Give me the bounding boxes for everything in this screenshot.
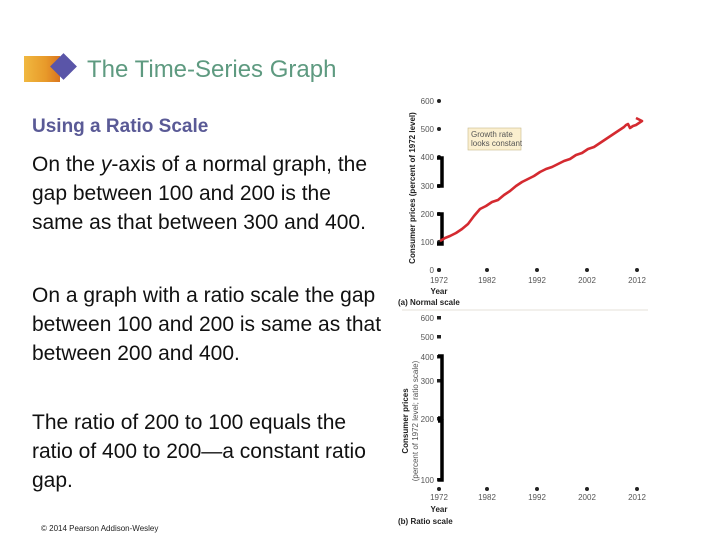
x-tick: 1972 <box>430 276 448 285</box>
y-tick: 100 <box>421 238 435 247</box>
x-tick: 1992 <box>528 493 546 502</box>
x-axis-ticks: 1972 1982 1992 2002 2012 <box>430 487 646 502</box>
ratio-scale-chart: Consumer prices (percent of 1972 level; … <box>398 314 646 526</box>
y-tick: 600 <box>421 97 435 106</box>
annotation-box <box>467 127 522 151</box>
paragraph-text: -axis of a normal graph, the gap between… <box>32 153 368 234</box>
consumer-prices-line <box>439 116 644 243</box>
panel-label-ratio: (b) Ratio scale <box>398 517 453 526</box>
y-tick: 100 <box>421 476 435 485</box>
y-axis-label: Consumer prices (percent of 1972 level) <box>408 112 417 264</box>
y-axis-ticks: 600 500 400 300 200 100 <box>421 314 441 485</box>
y-tick: 400 <box>421 153 435 162</box>
x-tick: 1982 <box>478 493 496 502</box>
y-tick: 300 <box>421 182 435 191</box>
x-axis-ticks: 1972 1982 1992 2002 2012 <box>430 268 646 285</box>
panel-label-normal: (a) Normal scale <box>398 298 460 307</box>
y-axis-label-sub: (percent of 1972 level; ratio scale) <box>411 360 420 481</box>
y-axis-label: Consumer prices <box>401 388 410 454</box>
bracket-300-400 <box>437 156 444 188</box>
x-axis-label: Year <box>431 505 448 514</box>
paragraph-ratio-scale: On a graph with a ratio scale the gap be… <box>32 284 382 365</box>
paragraph-normal-scale: On the y-axis of a normal graph, the gap… <box>32 150 382 237</box>
y-tick: 0 <box>430 266 435 275</box>
y-tick: 500 <box>421 125 435 134</box>
x-tick: 1992 <box>528 276 546 285</box>
x-axis-label: Year <box>431 287 448 296</box>
bracket-200-400 <box>438 354 444 420</box>
x-tick: 2012 <box>628 493 646 502</box>
paragraph-ratio-gap: The ratio of 200 to 100 equals the ratio… <box>32 411 366 492</box>
bracket-100-200 <box>438 419 444 482</box>
x-tick: 2002 <box>578 493 596 502</box>
x-tick: 2002 <box>578 276 596 285</box>
y-tick: 300 <box>421 377 435 386</box>
paragraph-text: On the <box>32 153 101 176</box>
y-tick: 500 <box>421 333 435 342</box>
x-tick: 2012 <box>628 276 646 285</box>
subheading: Using a Ratio Scale <box>32 116 209 137</box>
x-tick: 1982 <box>478 276 496 285</box>
paragraph-italic-text: y <box>100 153 112 176</box>
copyright-notice: © 2014 Pearson Addison-Wesley <box>41 524 159 533</box>
slide-title-text: The Time-Series Graph <box>87 56 337 83</box>
x-tick: 1972 <box>430 493 448 502</box>
y-tick: 400 <box>421 353 435 362</box>
y-tick: 200 <box>421 415 435 424</box>
normal-scale-chart: Consumer prices (percent of 1972 level) … <box>398 97 646 307</box>
y-tick: 200 <box>421 210 435 219</box>
annotation-line-1: Growth rate <box>471 130 513 139</box>
annotation-line-2: looks constant <box>471 139 523 148</box>
bracket-100-200 <box>437 212 444 246</box>
y-tick: 600 <box>421 314 435 323</box>
time-series-charts: Consumer prices (percent of 1972 level) … <box>398 97 648 526</box>
